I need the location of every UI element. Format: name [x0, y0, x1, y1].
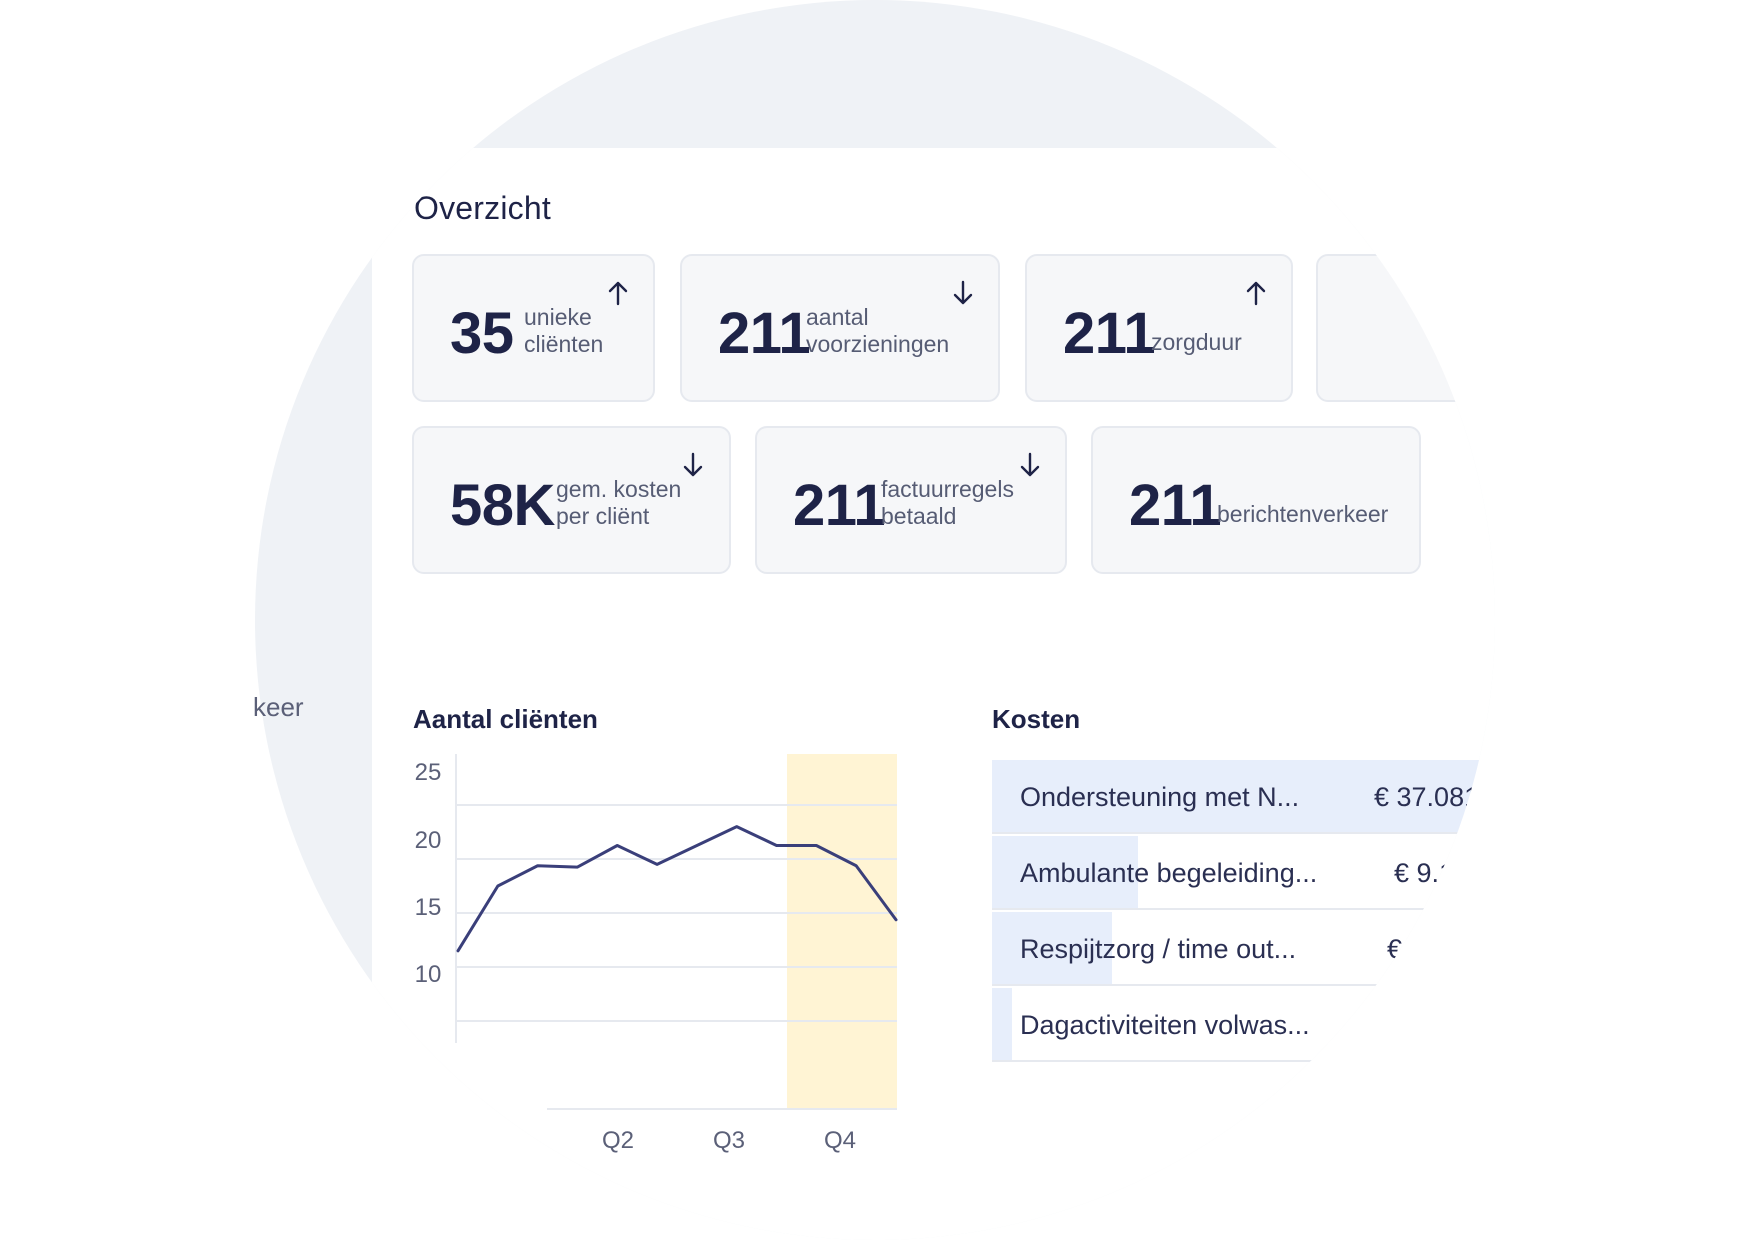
kpi-label-line1: aantal: [806, 304, 869, 330]
cost-row[interactable]: Ambulante begeleiding... € 9.1: [992, 836, 1495, 910]
x-tick-label: Q2: [602, 1127, 634, 1154]
kpi-value: 211: [793, 473, 886, 538]
kpi-label-line2: per cliënt: [556, 503, 650, 529]
kpi-card-care-duration[interactable]: 211 zorgduur: [1025, 254, 1293, 402]
overview-panel: Overzicht 35 unieke cliënten 211 aantal …: [372, 148, 1495, 1240]
arrow-up-icon: [608, 281, 628, 306]
clients-series-line: [456, 825, 898, 953]
cost-row[interactable]: Respijtzorg / time out... €: [992, 912, 1495, 986]
kpi-label-line2: zorgduur: [1151, 329, 1242, 355]
arrow-down-icon: [1020, 452, 1040, 477]
kpi-label-line2: voorzieningen: [806, 331, 950, 357]
y-tick-label: 20: [415, 827, 442, 854]
y-tick-label: 10: [415, 961, 442, 988]
cost-name: Ondersteuning met N...: [1020, 782, 1300, 812]
arrow-down-icon: [683, 452, 703, 477]
x-tick-label: Q4: [824, 1127, 856, 1154]
cost-value: € 37.081: [1374, 782, 1480, 812]
costs-title: Kosten: [992, 704, 1081, 734]
kpi-label-line2: cliënten: [524, 331, 604, 357]
kpi-card-partial[interactable]: [1316, 254, 1495, 402]
cost-share-bar: [992, 760, 1495, 832]
cost-value: €: [1387, 934, 1403, 964]
cost-name: Ambulante begeleiding...: [1020, 858, 1318, 888]
kpi-value: 58K: [450, 473, 555, 538]
y-tick-label: 25: [415, 759, 442, 786]
kpi-card-invoice-lines[interactable]: 211 factuurregels betaald: [755, 426, 1067, 574]
cost-row[interactable]: Ondersteuning met N... € 37.081: [992, 760, 1495, 834]
kpi-label-line1: gem. kosten: [556, 476, 682, 502]
y-tick-label: 15: [415, 894, 442, 921]
clients-line-chart: 25 20 15 10 Q2 Q3 Q4: [415, 754, 898, 1154]
kpi-card-avg-cost[interactable]: 58K gem. kosten per cliënt: [412, 426, 731, 574]
kpi-card-messaging[interactable]: 211 berichtenverkeer: [1091, 426, 1421, 574]
clients-chart-title: Aantal cliënten: [413, 704, 598, 734]
cost-share-bar: [992, 912, 1112, 984]
kpi-label-line2: betaald: [881, 503, 957, 529]
kpi-value: 211: [1063, 301, 1156, 366]
kpi-value: 211: [718, 301, 811, 366]
kpi-label-line1: unieke: [524, 304, 592, 330]
kpi-card-unique-clients[interactable]: 35 unieke cliënten: [412, 254, 655, 402]
arrow-up-icon: [1246, 281, 1266, 306]
cost-name: Dagactiviteiten volwas...: [1020, 1010, 1310, 1040]
x-tick-label: Q3: [713, 1127, 745, 1154]
kpi-label-line2: berichtenverkeer: [1217, 501, 1389, 527]
cost-name: Respijtzorg / time out...: [1020, 934, 1297, 964]
cost-share-bar: [992, 988, 1012, 1060]
sidebar-item-fragment[interactable]: keer: [253, 692, 304, 722]
kpi-value: 35: [450, 301, 514, 366]
kpi-label-line1: factuurregels: [881, 476, 1014, 502]
cost-value: € 9.1: [1394, 858, 1455, 888]
cost-share-bar: [992, 836, 1138, 908]
highlight-band-q4: [787, 754, 897, 1109]
arrow-down-icon: [953, 280, 973, 305]
page-title: Overzicht: [414, 190, 551, 226]
kpi-card-facilities[interactable]: 211 aantal voorzieningen: [680, 254, 1000, 402]
kpi-value: 211: [1129, 473, 1222, 538]
cost-row[interactable]: Dagactiviteiten volwas...: [992, 988, 1495, 1062]
